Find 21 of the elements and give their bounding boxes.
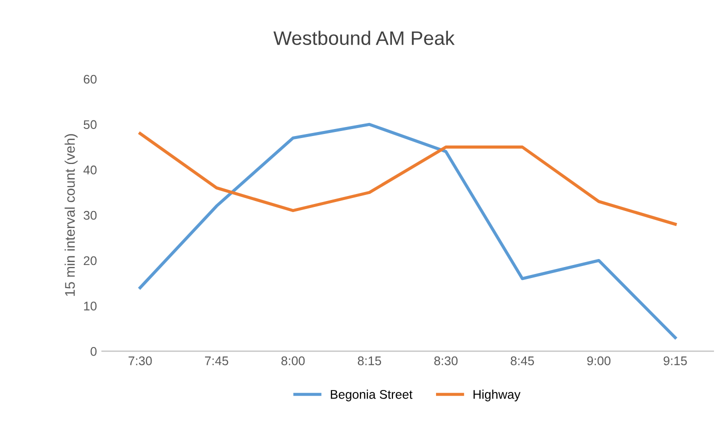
y-tick-label: 0 bbox=[90, 347, 97, 356]
x-tick-label: 8:00 bbox=[281, 356, 305, 366]
y-tick-label: 60 bbox=[84, 74, 97, 84]
y-tick-label: 50 bbox=[84, 120, 97, 130]
x-tick-label: 7:30 bbox=[128, 356, 152, 366]
chart-title: Westbound AM Peak bbox=[273, 30, 455, 46]
x-tick-label: 9:00 bbox=[587, 356, 610, 366]
x-tick-label: 9:15 bbox=[664, 356, 687, 366]
y-tick-label: 10 bbox=[84, 302, 97, 310]
x-tick-label: 8:30 bbox=[434, 356, 458, 366]
line-series bbox=[138, 132, 677, 226]
legend-label: Begonia Street bbox=[330, 390, 412, 402]
x-tick-label: 8:15 bbox=[358, 356, 382, 366]
y-tick-label: 30 bbox=[84, 210, 97, 220]
legend-label: Highway bbox=[474, 390, 520, 402]
x-tick-label: 8:45 bbox=[510, 356, 534, 366]
line-series bbox=[138, 122, 677, 340]
x-tick-label: 7:45 bbox=[205, 356, 228, 366]
y-axis-title: 15 min interval count (veh) bbox=[64, 134, 78, 296]
y-tick-label: 20 bbox=[84, 256, 97, 266]
y-tick-label: 40 bbox=[83, 166, 97, 174]
